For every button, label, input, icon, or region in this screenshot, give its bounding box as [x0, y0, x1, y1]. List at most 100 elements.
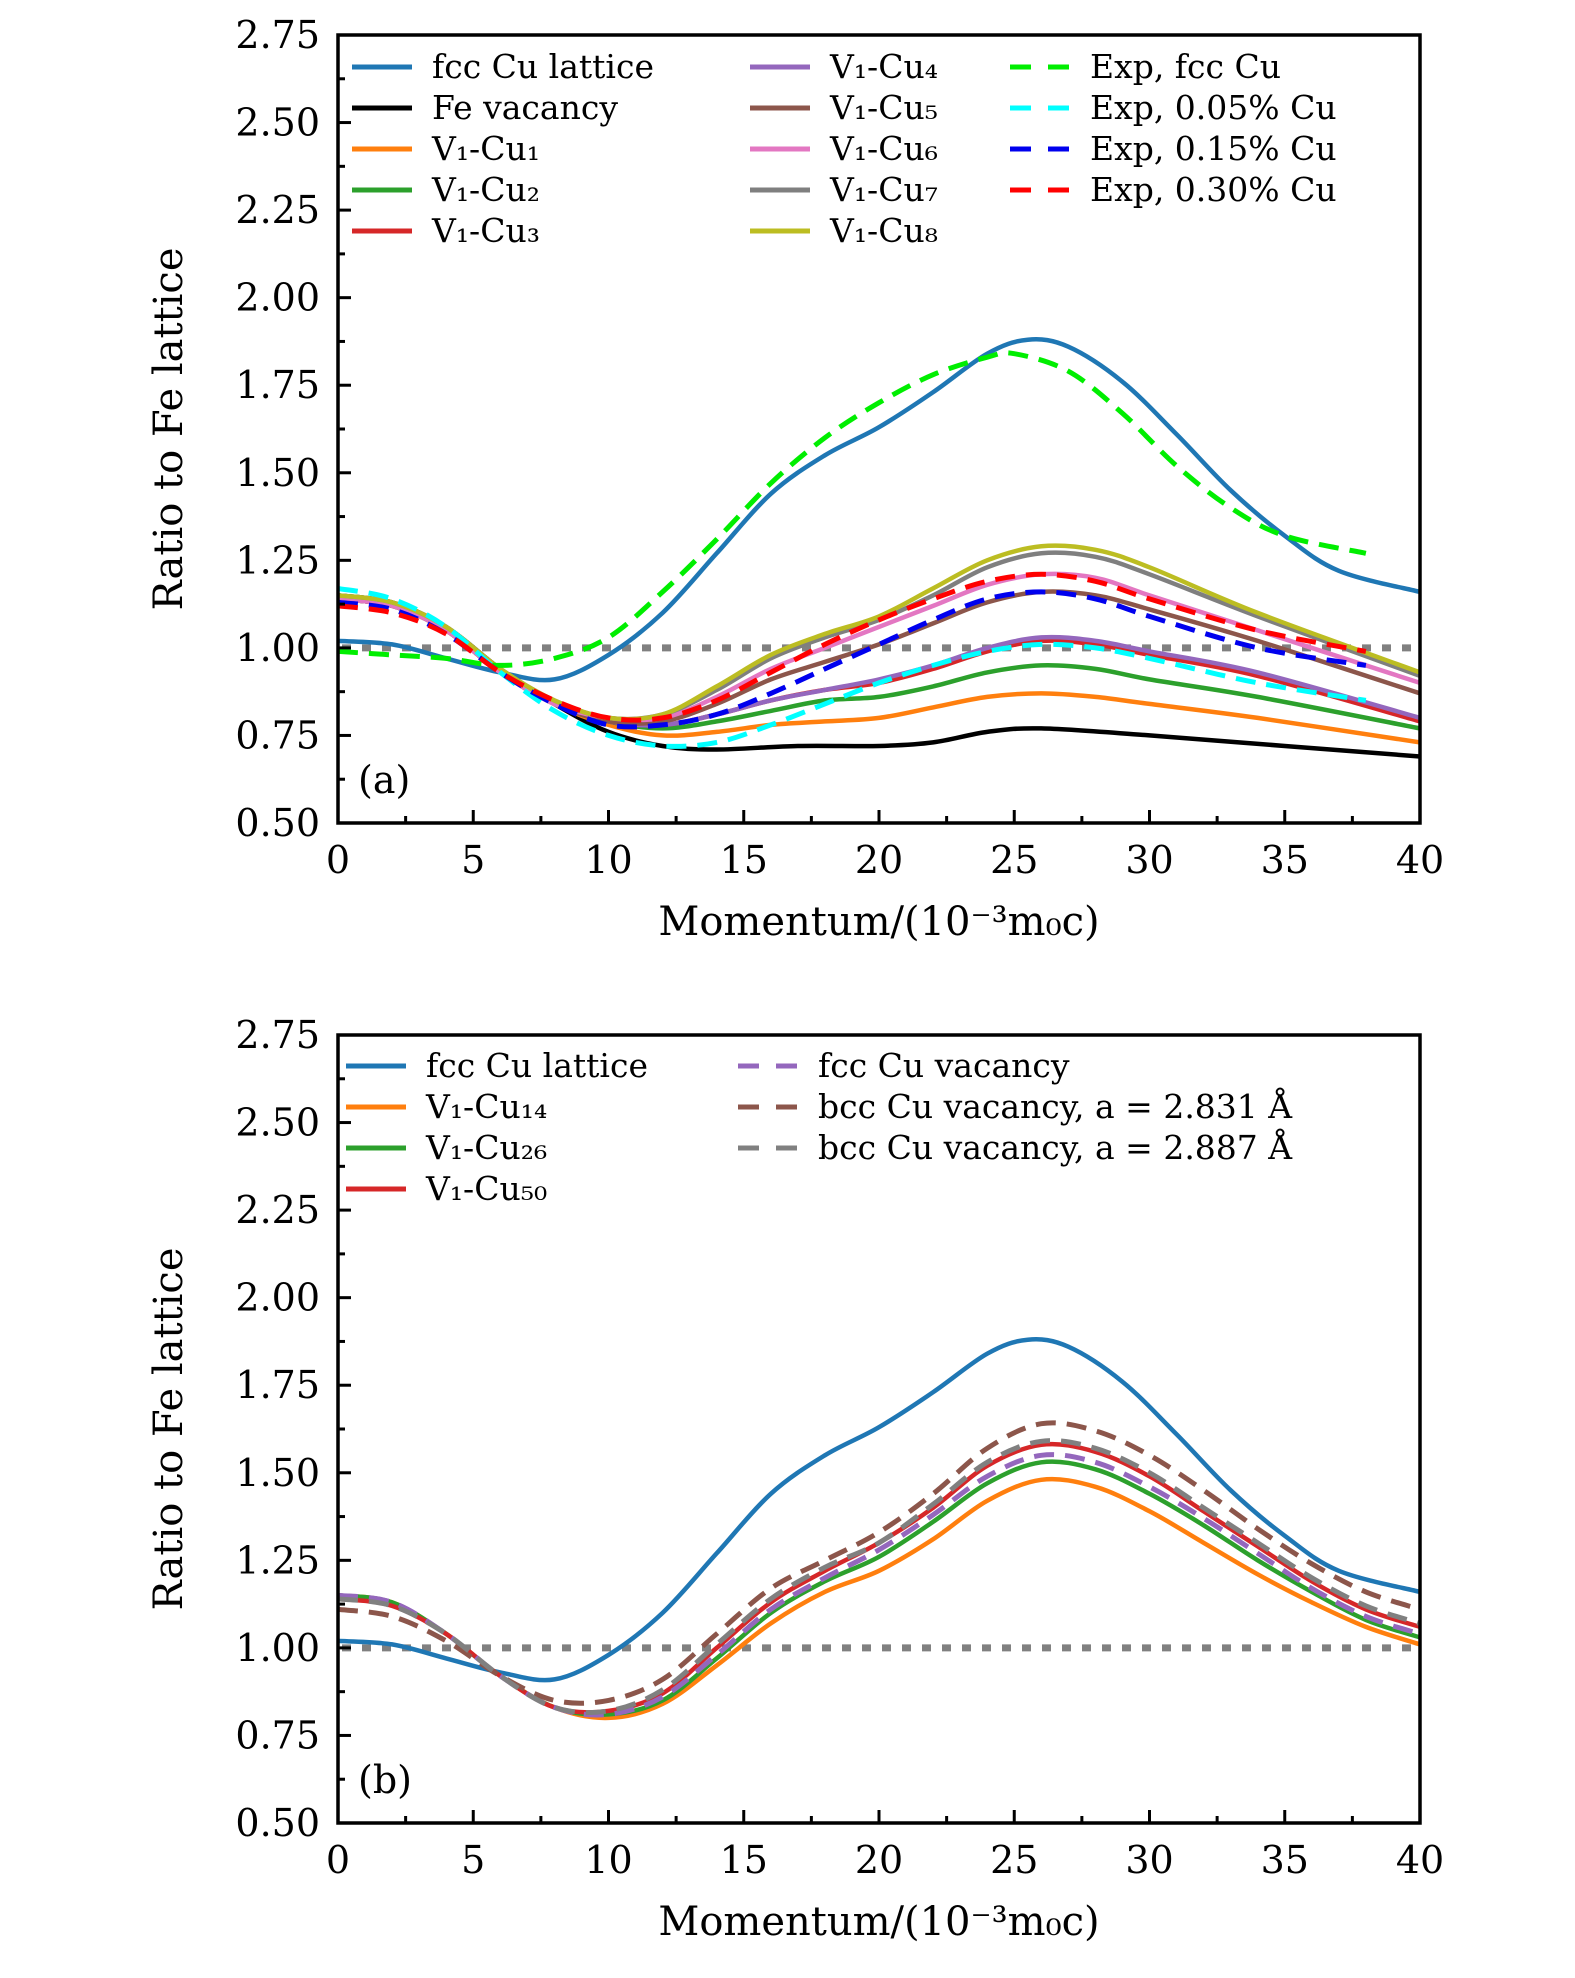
legend-item: Exp, 0.15% Cu	[1010, 129, 1337, 168]
legend-label: V₁-Cu₅₀	[425, 1169, 547, 1208]
series-line-12	[338, 589, 1367, 730]
legend-item: fcc Cu lattice	[352, 47, 654, 86]
legend-item: V₁-Cu₅	[750, 88, 938, 127]
panel-label: (a)	[358, 758, 410, 802]
legend-item: fcc Cu vacancy	[738, 1046, 1070, 1085]
x-tick-label: 15	[720, 838, 768, 882]
series-group	[338, 337, 1420, 759]
y-tick-label: 1.50	[235, 1451, 320, 1495]
legend-label: V₁-Cu₁₄	[425, 1087, 547, 1126]
legend-label: V₁-Cu₇	[829, 170, 938, 209]
x-axis-title: Momentum/(10⁻³m₀c)	[658, 899, 1099, 945]
legend-label: bcc Cu vacancy, a = 2.887 Å	[818, 1127, 1293, 1167]
x-tick-label: 0	[326, 1838, 350, 1882]
x-tick-label: 15	[720, 1838, 768, 1882]
x-tick-label: 25	[990, 1838, 1038, 1882]
x-tick-label: 10	[584, 838, 632, 882]
panel-a: 0 5 10 15 20 25 30 35 40 0.50 0.75 1.00 1.25 1.50 1.75…	[146, 13, 1444, 945]
x-tick-label: 20	[855, 838, 903, 882]
legend-item: V₁-Cu₆	[750, 129, 938, 168]
legend-item: fcc Cu lattice	[346, 1046, 648, 1085]
series-line-13	[338, 571, 1367, 723]
series-line-0	[338, 1337, 1420, 1683]
legend-label: V₁-Cu₂₆	[425, 1128, 547, 1167]
legend-item: V₁-Cu₂	[352, 170, 540, 209]
legend-item: Exp, 0.05% Cu	[1010, 88, 1337, 127]
legend-label: V₁-Cu₆	[829, 129, 938, 168]
y-tick-label: 1.75	[235, 363, 320, 407]
x-tick-label: 5	[461, 1838, 485, 1882]
legend-item: V₁-Cu₃	[352, 211, 540, 250]
legend-item: V₁-Cu₁	[352, 129, 540, 168]
legend-label: V₁-Cu₄	[829, 47, 938, 86]
x-tick-label: 20	[855, 1838, 903, 1882]
legend-label: V₁-Cu₂	[431, 170, 540, 209]
series-line-11	[338, 585, 1367, 749]
legend-item: V₁-Cu₇	[750, 170, 938, 209]
y-tick-label: 2.25	[235, 1188, 320, 1232]
series-line-8	[338, 550, 1420, 722]
x-tick-label: 35	[1261, 838, 1309, 882]
y-tick-label: 1.50	[235, 451, 320, 495]
y-tick-label: 1.25	[235, 1538, 320, 1582]
x-tick-label: 5	[461, 838, 485, 882]
x-tick-label: 0	[326, 838, 350, 882]
legend-label: fcc Cu lattice	[432, 47, 654, 86]
legend-item: V₁-Cu₁₄	[346, 1087, 547, 1126]
legend-item: Fe vacancy	[352, 88, 618, 127]
y-tick-label: 2.75	[235, 13, 320, 57]
legend-label: V₁-Cu₈	[829, 211, 938, 250]
legend-item: V₁-Cu₄	[750, 47, 938, 86]
y-tick-label: 2.25	[235, 188, 320, 232]
legend-item: Exp, 0.30% Cu	[1010, 170, 1337, 209]
y-tick-label: 0.50	[235, 1801, 320, 1845]
panel-label: (b)	[358, 1758, 412, 1802]
x-tick-label: 30	[1125, 838, 1173, 882]
y-tick-label: 0.75	[235, 713, 320, 757]
series-line-6	[338, 1438, 1420, 1716]
y-axis-title: Ratio to Fe lattice	[146, 1247, 192, 1610]
x-tick-label: 10	[584, 1838, 632, 1882]
y-tick-label: 2.75	[235, 1013, 320, 1057]
series-line-5	[338, 1420, 1420, 1706]
y-tick-label: 0.50	[235, 801, 320, 845]
series-group	[338, 1337, 1420, 1721]
legend-label: Exp, fcc Cu	[1090, 47, 1281, 86]
legend-label: Exp, 0.05% Cu	[1090, 88, 1337, 127]
series-line-9	[338, 543, 1420, 722]
x-tick-label: 40	[1396, 1838, 1444, 1882]
series-line-4	[338, 1452, 1420, 1718]
x-tick-label: 25	[990, 838, 1038, 882]
legend-item: Exp, fcc Cu	[1010, 47, 1281, 86]
legend-label: V₁-Cu₁	[431, 129, 540, 168]
y-tick-label: 1.00	[235, 1626, 320, 1670]
legend-label: Fe vacancy	[432, 88, 618, 127]
series-line-10	[338, 350, 1367, 668]
y-axis-title: Ratio to Fe lattice	[146, 247, 192, 610]
legend-item: bcc Cu vacancy, a = 2.831 Å	[738, 1086, 1293, 1126]
legend-item: V₁-Cu₈	[750, 211, 938, 250]
series-line-0	[338, 337, 1420, 683]
y-tick-label: 1.75	[235, 1363, 320, 1407]
y-tick-label: 1.00	[235, 626, 320, 670]
legend-label: Exp, 0.30% Cu	[1090, 170, 1337, 209]
legend-item: bcc Cu vacancy, a = 2.887 Å	[738, 1127, 1293, 1167]
legend-label: bcc Cu vacancy, a = 2.831 Å	[818, 1086, 1293, 1126]
panel-b: 0 5 10 15 20 25 30 35 40 0.50 0.75 1.00 1.25 1.50 1.75…	[146, 1013, 1444, 1945]
y-tick-label: 2.00	[235, 276, 320, 320]
y-tick-label: 2.50	[235, 1101, 320, 1145]
y-tick-label: 2.50	[235, 101, 320, 145]
legend-label: fcc Cu vacancy	[818, 1046, 1070, 1085]
x-tick-label: 35	[1261, 1838, 1309, 1882]
legend-label: V₁-Cu₅	[829, 88, 938, 127]
legend-item: V₁-Cu₅₀	[346, 1169, 547, 1208]
legend-label: V₁-Cu₃	[431, 211, 540, 250]
legend-item: V₁-Cu₂₆	[346, 1128, 547, 1167]
y-tick-label: 1.25	[235, 538, 320, 582]
legend-label: Exp, 0.15% Cu	[1090, 129, 1337, 168]
x-axis-title: Momentum/(10⁻³m₀c)	[658, 1899, 1099, 1945]
x-tick-label: 40	[1396, 838, 1444, 882]
y-tick-label: 2.00	[235, 1276, 320, 1320]
